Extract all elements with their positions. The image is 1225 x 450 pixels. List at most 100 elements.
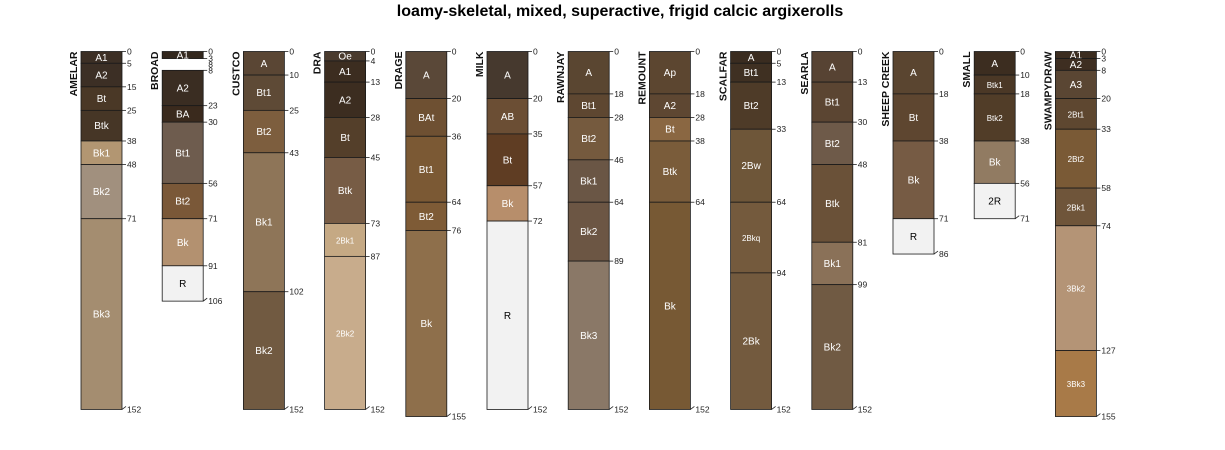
soil-profile-sheep-creek: SHEEP CREEK A Bt Bk R 0 18 38 71 86 [880,47,949,260]
horizon-block [405,230,448,417]
horizon-label: Bk [177,238,190,249]
depth-label: 18 [939,89,949,99]
horizon-block [1055,98,1097,130]
profile-name: DRAGE [393,52,405,90]
depth-label: 25 [127,105,137,115]
horizon-label: A1 [339,67,352,78]
profile-name: BROAD [149,51,161,90]
soil-profile-milk: MILK A AB Bt Bk R 0 20 35 57 72 152 [474,47,547,415]
depth-label: 152 [614,404,628,414]
horizon-block [242,291,285,410]
horizon-label: Bt2 [419,212,434,223]
horizon-label: Bk2 [255,346,273,357]
profile-name: RAWNJAY [555,52,567,104]
depth-label: 127 [1101,346,1115,356]
depth-label: 3 [208,54,213,64]
horizon-label: Bk1 [824,259,842,270]
horizon-block [730,201,772,274]
depth-label: 87 [371,251,381,261]
depth-label: 13 [777,77,787,87]
horizon-label: 2Bkq [742,234,760,243]
soil-profile-rawnjay: RAWNJAY A Bt1 Bt2 Bk1 Bk2 Bk3 0 18 28 46 64 89 152 [555,47,628,415]
soil-profile-scalfar: SCALFAR A Bt1 Bt2 2Bw 2Bkq 2Bk 05 13 33 64 94 152 [718,47,791,415]
depth-tick [1014,215,1020,220]
soil-profile-amelar: AMELAR A1 A2 Bt Btk Bk1 Bk2 Bk3 05 15 25 38 48 71 152 [68,47,141,415]
depth-label: 18 [614,89,624,99]
depth-tick [365,406,370,410]
horizon-block [567,51,610,95]
depth-label: 81 [858,237,868,247]
horizon-label: 2Bw [741,161,761,172]
horizon-block [892,140,935,220]
horizon-block [1055,187,1097,227]
horizon-label: 2Bt1 [1068,110,1085,119]
profile-name: AMELAR [68,51,80,96]
horizon-label: A2 [339,95,352,106]
horizon-label: BAt [418,113,434,124]
horizon-block [161,265,204,302]
depth-label: 33 [1101,124,1111,134]
depth-label: 13 [858,77,868,87]
depth-label: 152 [127,404,141,414]
depth-label: 5 [777,58,782,68]
horizon-label: Bt1 [175,148,190,159]
depth-tick [608,406,614,410]
depth-label: 71 [1020,214,1030,224]
depth-tick [284,406,289,410]
profile-name: SCALFAR [718,51,730,101]
horizon-label: Bt [665,125,675,136]
horizon-label: Bt1 [581,101,596,112]
soil-profile-drage: DRAGE A BAt Bt1 Bt2 Bk 0 20 36 64 76 155 [393,47,466,422]
depth-label: 152 [289,404,303,414]
horizon-label: Bt2 [581,134,596,145]
horizon-label: Btk2 [987,114,1004,123]
horizon-label: 3Bk3 [1067,380,1086,389]
depth-label: 3 [1101,54,1106,64]
depth-label: 155 [1101,412,1115,422]
horizon-block [161,218,204,267]
depth-label: 8 [208,60,213,70]
horizon-block [567,201,610,262]
depth-label: 72 [533,216,543,226]
horizon-label: Btk1 [987,81,1004,90]
horizon-label: A3 [1070,80,1083,91]
depth-label: 89 [614,256,624,266]
depth-tick [690,406,695,410]
depth-label: 20 [533,94,543,104]
depth-label: 71 [127,214,137,224]
horizon-label: Bt2 [744,101,759,112]
horizon-block [1055,69,1097,99]
horizon-label: Bk3 [580,331,598,342]
soil-profile-dra: DRA Oe A1 A2 Bt Btk 2Bk1 2Bk2 04 13 28 45 73 87 152 [312,47,385,415]
depth-label: 10 [289,70,299,80]
horizon-label: Bt2 [825,139,840,150]
depth-label: 91 [208,261,218,271]
depth-label: 0 [1101,47,1106,57]
depth-tick [771,406,776,410]
depth-label: 0 [371,47,376,57]
depth-label: 8 [208,65,213,75]
horizon-label: 2Bt2 [1068,155,1085,164]
depth-label: 38 [939,136,949,146]
horizon-block [973,182,1016,220]
horizon-label: Bk [420,319,433,330]
soil-profile-broad: BROAD A1 A2 BA Bt1 Bt2 Bk R 038 23 30 56 71 91 106 8 [149,47,222,307]
horizon-label: A [504,71,511,82]
depth-label: 20 [452,94,462,104]
horizon-label: A1 [95,53,108,64]
profiles-layer: AMELAR A1A2BtBtkBk1Bk2Bk3051525384871152B… [68,47,1116,422]
horizon-label: A [829,62,836,73]
depth-label: 23 [208,101,218,111]
depth-label: 152 [533,404,547,414]
horizon-label: Bk [664,301,677,312]
depth-label: 48 [858,160,868,170]
depth-label: 20 [1101,94,1111,104]
horizon-label: A2 [1070,60,1083,71]
depth-label: 0 [1020,47,1025,57]
horizon-label: A1 [1070,51,1083,62]
depth-label: 38 [695,136,705,146]
depth-label: 28 [614,112,624,122]
horizon-block [80,164,123,220]
depth-label: 155 [452,412,466,422]
